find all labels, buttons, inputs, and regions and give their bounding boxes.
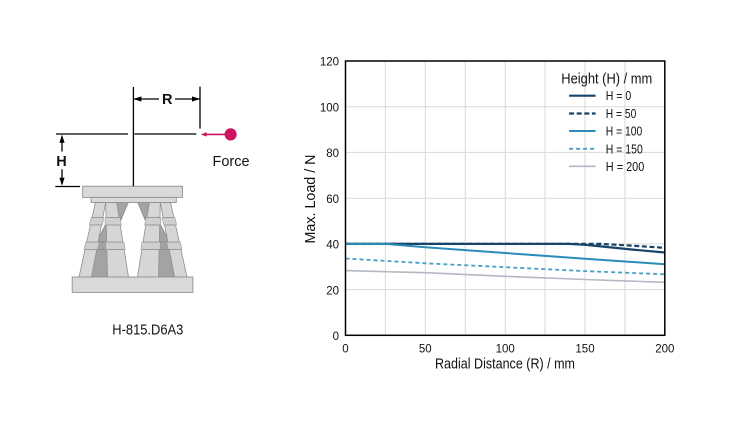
svg-text:60: 60 [326,194,339,206]
svg-text:H-815.D6A3: H-815.D6A3 [112,323,183,339]
svg-text:H = 0: H = 0 [606,89,632,103]
svg-text:R: R [162,92,173,108]
svg-text:80: 80 [326,148,339,160]
svg-text:100: 100 [320,102,339,114]
svg-text:Max. Load / N: Max. Load / N [303,155,319,244]
svg-text:Radial Distance (R) / mm: Radial Distance (R) / mm [435,357,575,373]
svg-text:Height (H) / mm: Height (H) / mm [561,71,652,87]
svg-text:40: 40 [326,240,339,252]
svg-text:H = 200: H = 200 [606,160,645,174]
svg-text:0: 0 [333,331,339,343]
svg-text:H = 150: H = 150 [606,142,643,156]
svg-text:H = 50: H = 50 [606,107,637,121]
svg-text:0: 0 [342,344,348,356]
svg-text:120: 120 [320,57,339,69]
svg-text:100: 100 [496,344,515,356]
svg-text:H: H [56,154,66,170]
svg-text:20: 20 [326,285,339,297]
svg-text:150: 150 [575,344,594,356]
svg-text:50: 50 [419,344,432,356]
svg-text:Force: Force [213,153,250,170]
svg-text:200: 200 [655,344,674,356]
svg-text:H = 100: H = 100 [606,125,643,139]
